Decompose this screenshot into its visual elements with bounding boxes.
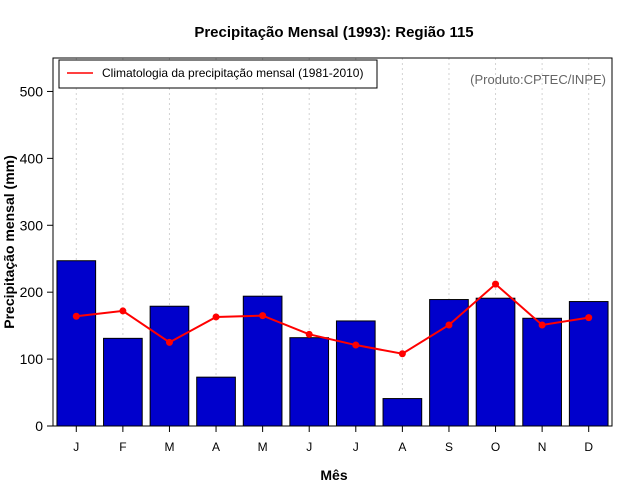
- x-tick-label: J: [353, 440, 359, 454]
- x-tick-label: D: [584, 440, 593, 454]
- y-tick-label: 200: [20, 284, 44, 300]
- bar-9: [475, 297, 516, 427]
- y-tick-label: 100: [20, 351, 44, 367]
- bar-10: [522, 317, 562, 427]
- bar-2: [149, 305, 190, 427]
- bar-7: [382, 398, 423, 427]
- climatology-point-2: [165, 338, 173, 346]
- bar-series: [56, 260, 609, 427]
- legend: Climatologia da precipitação mensal (198…: [58, 59, 378, 89]
- climatology-point-5: [305, 330, 313, 338]
- climatology-point-9: [492, 280, 500, 288]
- bar-8: [429, 299, 469, 427]
- y-tick-label: 300: [20, 217, 44, 233]
- bar-0: [56, 260, 97, 427]
- x-tick-label: M: [164, 440, 174, 454]
- y-tick-label: 400: [20, 150, 44, 166]
- x-tick-label: M: [258, 440, 268, 454]
- x-tick-label: A: [212, 440, 220, 454]
- x-tick-label: A: [398, 440, 406, 454]
- x-tick-label: F: [119, 440, 126, 454]
- legend-box: [58, 59, 378, 89]
- bar-1: [103, 337, 143, 427]
- climatology-point-3: [212, 313, 220, 321]
- climatology-point-11: [585, 314, 593, 322]
- climatology-point-8: [445, 321, 453, 329]
- x-axis-label: Mês: [320, 467, 347, 483]
- credit-text: (Produto:CPTEC/INPE): [470, 72, 606, 87]
- bar-3: [196, 376, 236, 427]
- bar-6: [335, 320, 376, 427]
- climatology-point-7: [398, 350, 406, 358]
- bar-5: [289, 337, 330, 427]
- climatology-point-0: [72, 312, 80, 320]
- climatology-point-6: [352, 341, 360, 349]
- y-tick-label: 0: [35, 418, 43, 434]
- x-tick-label: N: [538, 440, 547, 454]
- x-tick-label: S: [445, 440, 453, 454]
- legend-label-climatology: Climatologia da precipitação mensal (198…: [102, 66, 363, 80]
- climatology-point-10: [538, 321, 546, 329]
- x-tick-label: O: [491, 440, 500, 454]
- y-axis: 0 100 200 300 400 500: [20, 83, 53, 434]
- y-axis-label: Precipitação mensal (mm): [1, 155, 17, 329]
- climatology-line: [76, 282, 589, 355]
- chart-title: Precipitação Mensal (1993): Região 115: [194, 24, 473, 41]
- y-tick-label: 500: [20, 83, 44, 99]
- x-tick-label: J: [306, 440, 312, 454]
- x-tick-label: J: [73, 440, 79, 454]
- climatology-point-4: [259, 312, 267, 320]
- climatology-point-1: [119, 307, 127, 315]
- climatology-line-series: [72, 280, 593, 358]
- plot-frame: [52, 57, 613, 427]
